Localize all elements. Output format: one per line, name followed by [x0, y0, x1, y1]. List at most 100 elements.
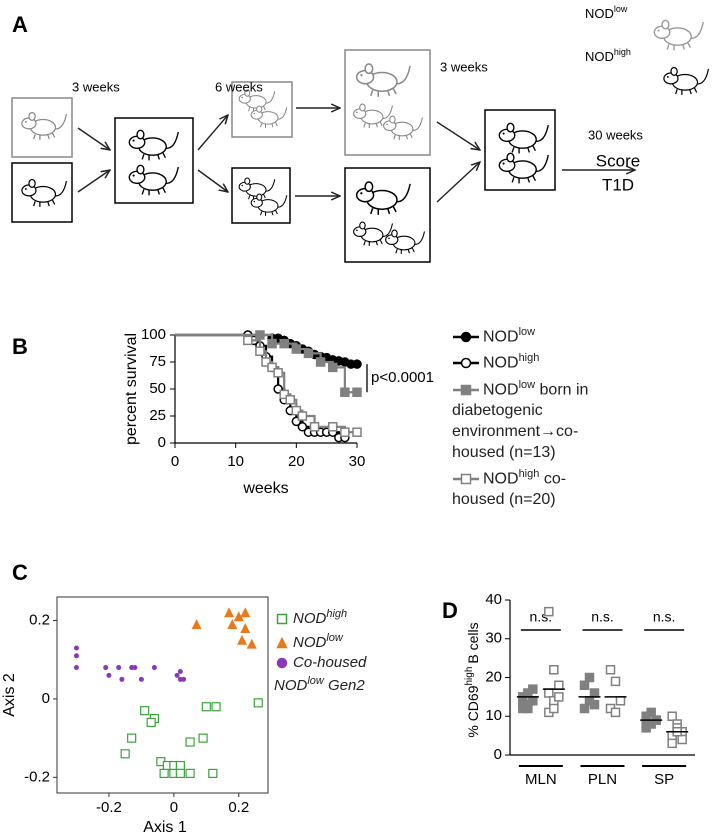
- duration: 3 weeks: [440, 59, 488, 74]
- legend-swatch: [453, 358, 479, 369]
- legend-entry: NODlow: [452, 322, 600, 347]
- point: [589, 688, 600, 698]
- y-tick-label: 0: [494, 746, 502, 763]
- legend-entry: NODhigh: [274, 605, 399, 628]
- point: [610, 707, 621, 718]
- legend-swatch: [276, 613, 288, 625]
- duration: 30 weeks: [588, 127, 643, 142]
- panel-label: A: [12, 12, 28, 37]
- point: [340, 387, 350, 397]
- point: [327, 422, 338, 432]
- legend-entry: NODlow born in diabetogenic environment→…: [452, 375, 600, 463]
- y-tick-label: 30: [485, 630, 502, 647]
- legend-label: co-housed (n=20): [452, 470, 567, 509]
- point: [297, 411, 308, 421]
- legend-label: high: [518, 467, 540, 480]
- legend-label: high: [518, 352, 540, 365]
- legend-label: low: [518, 326, 536, 338]
- legend-swatch: [453, 384, 479, 395]
- legend-label: NOD: [483, 328, 519, 346]
- y-axis-label: % CD69high B cells: [464, 622, 481, 737]
- point: [151, 665, 157, 671]
- legend-swatch: [276, 657, 288, 669]
- legend-label: NOD: [483, 354, 519, 372]
- point: [159, 768, 169, 779]
- point: [285, 395, 296, 405]
- point: [340, 427, 350, 437]
- point: [279, 338, 289, 349]
- point: [554, 692, 564, 702]
- point: [579, 703, 590, 714]
- point: [132, 665, 138, 671]
- y-tick-label: 100: [141, 326, 166, 343]
- outcome: T1D: [602, 175, 634, 194]
- point: [103, 665, 109, 671]
- x-tick-label: 0: [170, 799, 178, 816]
- point: [73, 653, 79, 659]
- x-tick-label: 0: [171, 453, 179, 470]
- legend-entry: Co-housed NODlow Gen2: [274, 653, 399, 695]
- y-axis-label: Axis 2: [1, 673, 18, 717]
- point: [667, 711, 677, 721]
- point: [255, 346, 265, 356]
- point: [584, 672, 595, 683]
- panel-label: B: [12, 334, 28, 359]
- duration: 3 weeks: [72, 79, 120, 94]
- point: [255, 330, 265, 340]
- point: [279, 389, 289, 400]
- point: [528, 696, 538, 706]
- legend-marker: [276, 613, 288, 625]
- point: [309, 422, 320, 432]
- point: [267, 362, 277, 373]
- point: [610, 676, 621, 687]
- point: [243, 335, 253, 346]
- y-tick-label: 0.2: [29, 611, 50, 628]
- point: [73, 665, 79, 671]
- x-tick-label: PLN: [588, 771, 617, 788]
- legend-swatch: [276, 636, 288, 649]
- point: [544, 606, 554, 617]
- point: [177, 668, 183, 674]
- plot-frame: [56, 596, 269, 794]
- y-axis-label: B cells: [465, 622, 481, 663]
- point: [291, 344, 302, 354]
- x-tick-label: SP: [654, 771, 674, 788]
- point: [120, 749, 130, 759]
- panel-label: C: [12, 560, 28, 585]
- legend-marker: [460, 384, 472, 395]
- point: [175, 768, 185, 779]
- point: [523, 703, 533, 714]
- legend: NODlow NODhigh NODlow born in diabetogenic…: [452, 322, 600, 511]
- point: [185, 768, 195, 779]
- point: [352, 359, 362, 369]
- point: [273, 368, 283, 378]
- y-tick-label: 50: [149, 380, 166, 397]
- point: [549, 703, 559, 714]
- legend: NODhigh NODlow Co-housed NODlow Gen2: [274, 605, 399, 696]
- point: [106, 672, 112, 678]
- x-tick-label: 0.2: [228, 799, 249, 816]
- legend-label: low: [518, 378, 536, 391]
- legend-label: NOD: [483, 380, 519, 398]
- point: [191, 619, 202, 630]
- x-axis-label: Axis 1: [143, 819, 187, 836]
- point: [138, 676, 144, 682]
- point: [73, 645, 79, 651]
- point: [185, 737, 195, 747]
- point: [181, 676, 187, 682]
- y-axis-label: % CD69: [465, 685, 481, 737]
- point: [175, 760, 185, 771]
- x-tick-label: 10: [227, 453, 244, 470]
- y-tick-label: -0.2: [24, 768, 50, 785]
- diagram-legend: NODlow: [585, 4, 628, 21]
- legend-label: low: [307, 675, 324, 687]
- legend-label: low: [326, 632, 343, 644]
- point: [352, 427, 362, 437]
- y-tick-label: 0: [42, 690, 50, 707]
- legend-label: Gen2: [328, 677, 365, 694]
- legend-marker: [276, 636, 288, 649]
- point: [528, 684, 538, 694]
- point: [201, 702, 211, 712]
- y-tick-label: 10: [485, 707, 502, 724]
